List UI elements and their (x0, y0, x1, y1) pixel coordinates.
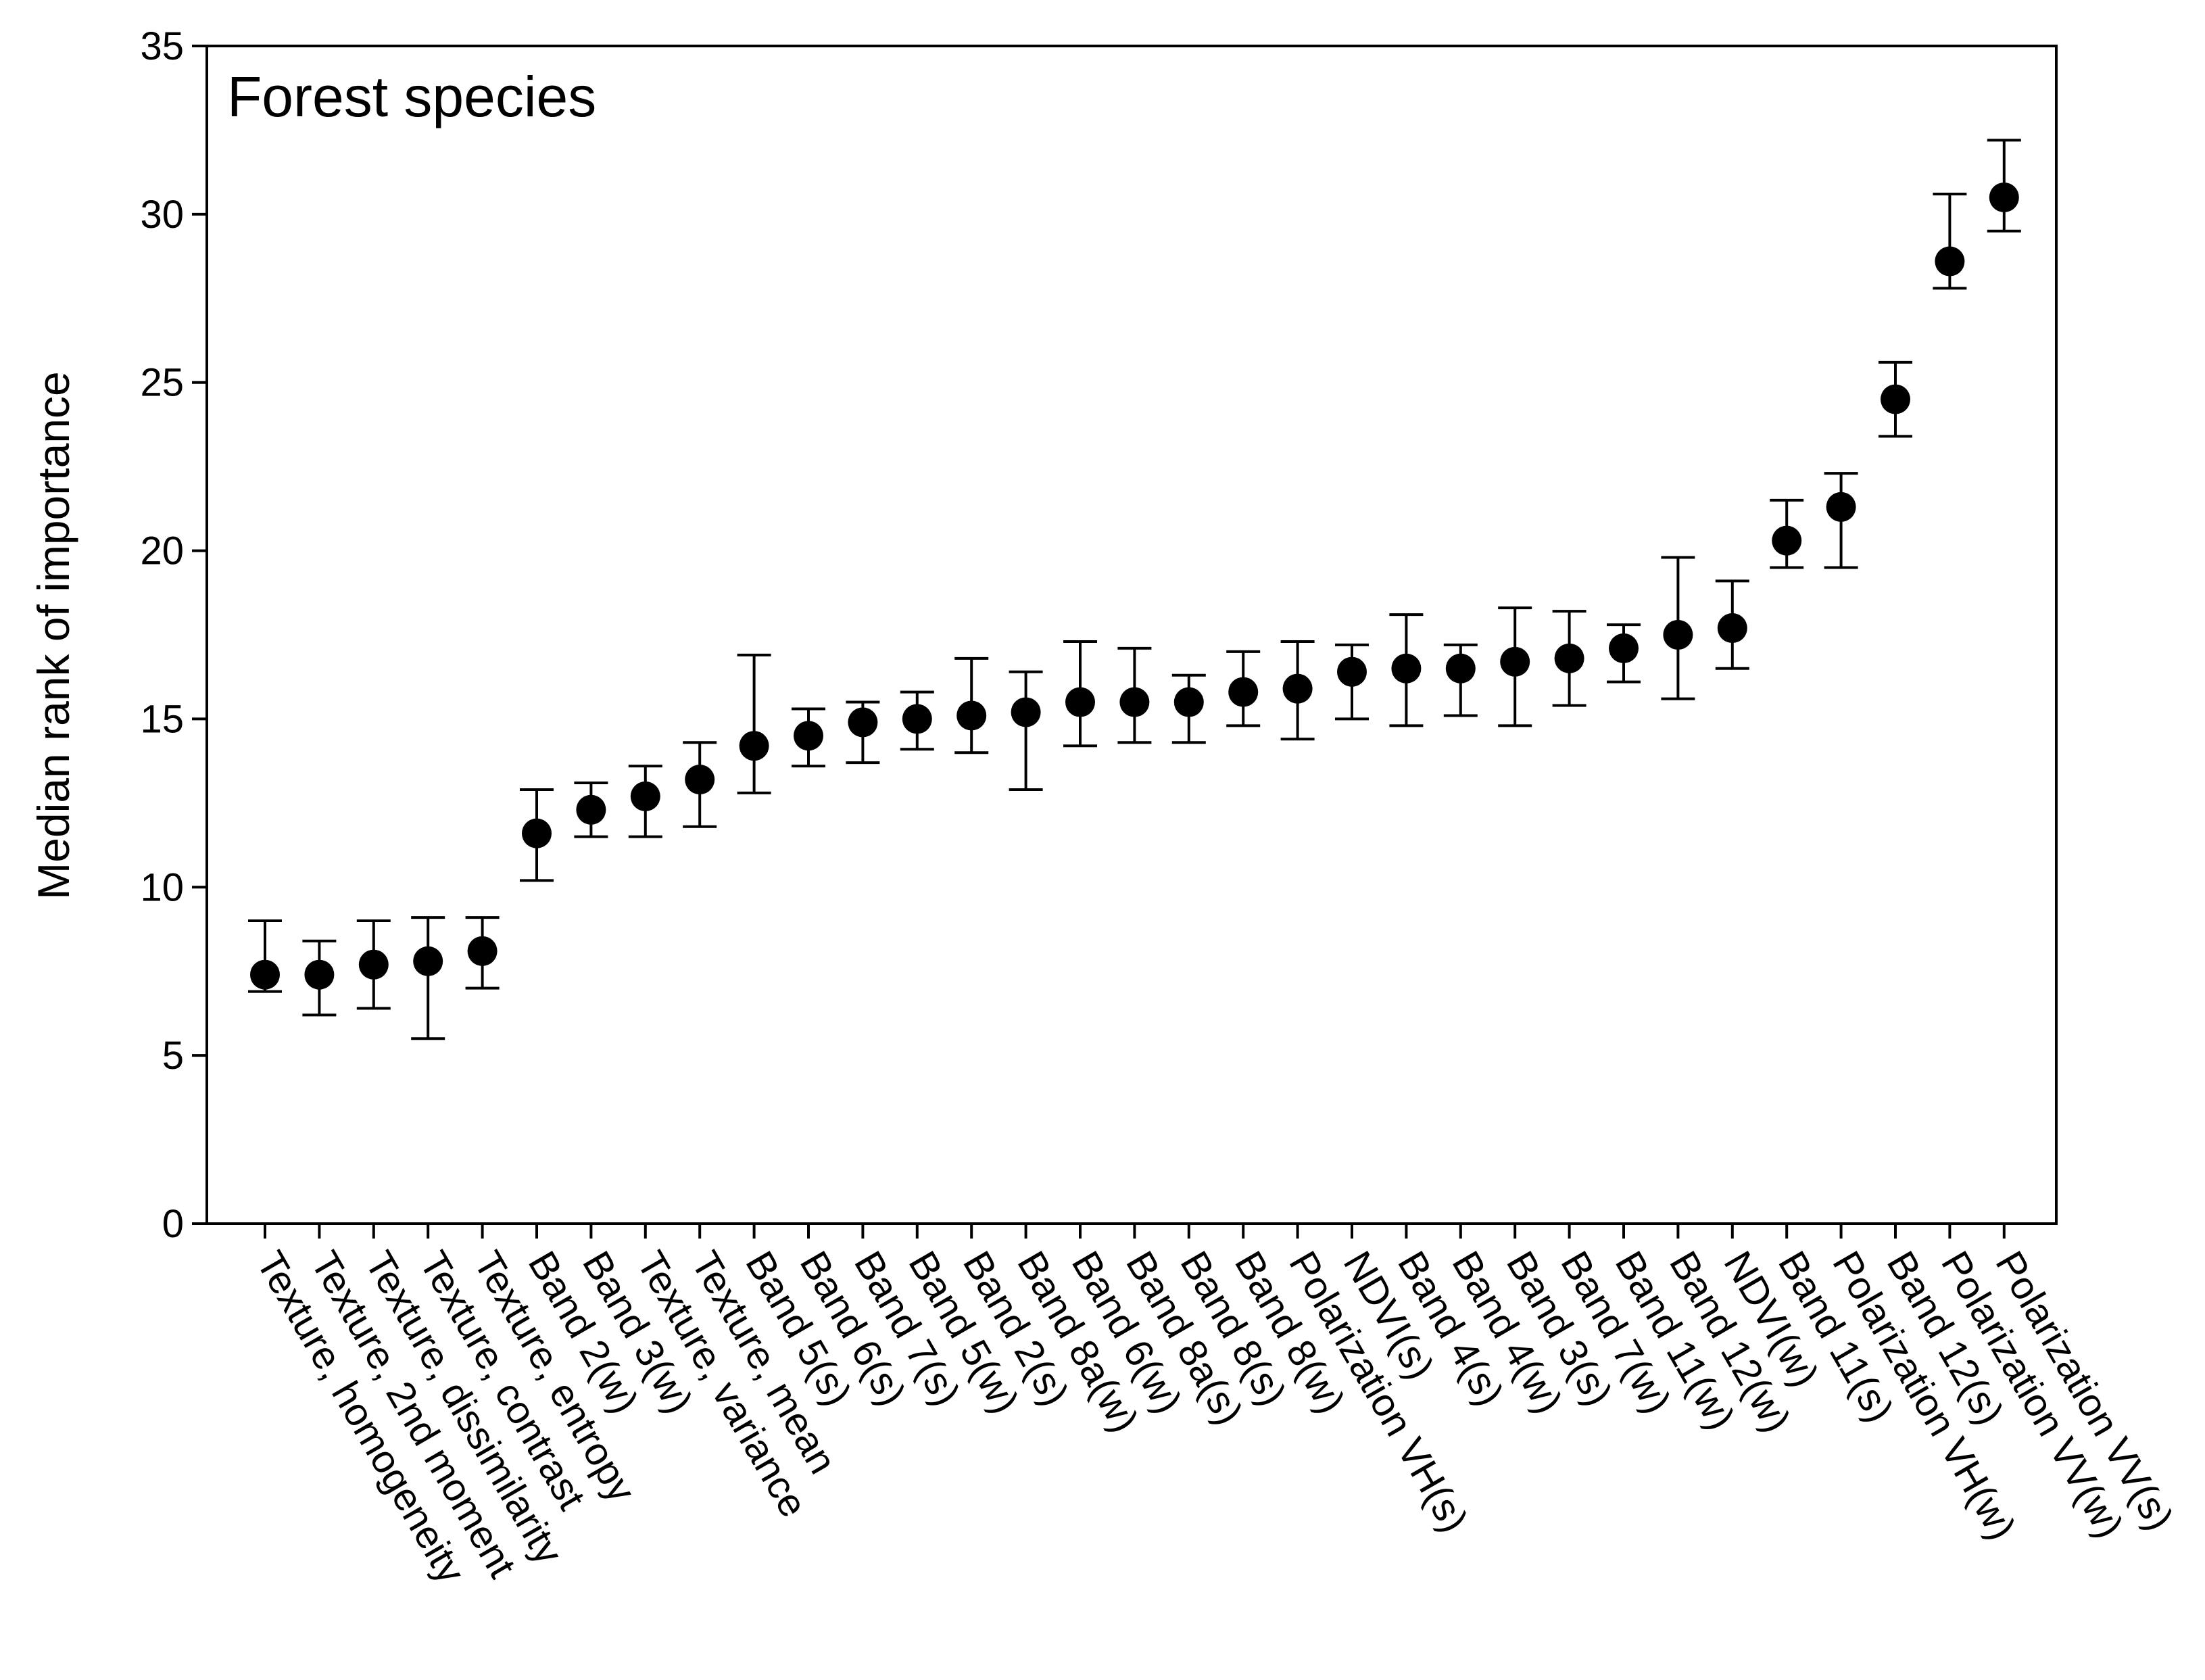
data-point (1282, 673, 1313, 704)
data-point (1500, 646, 1530, 677)
data-point (304, 959, 335, 990)
data-markers (250, 182, 2019, 990)
data-point (1119, 687, 1150, 717)
y-axis: 0 5 10 15 20 25 30 35 (140, 24, 207, 1246)
y-tick-label: 35 (140, 24, 184, 68)
data-point (1337, 656, 1367, 687)
y-axis-title: Median rank of importance (28, 371, 78, 899)
data-point (685, 765, 715, 795)
y-tick-label: 30 (140, 193, 184, 237)
data-point (1065, 687, 1095, 717)
plot-frame (205, 45, 2058, 1225)
data-point (848, 707, 878, 738)
x-axis (264, 1224, 2006, 1239)
y-tick-label: 20 (140, 529, 184, 573)
data-point (1663, 620, 1693, 650)
y-tick-label: 15 (140, 697, 184, 741)
data-point (467, 936, 498, 966)
data-point (1989, 182, 2019, 212)
y-tick-label: 10 (140, 865, 184, 909)
data-point (739, 731, 769, 761)
data-point (358, 949, 389, 980)
y-tick-label: 0 (162, 1202, 184, 1246)
data-point (956, 700, 987, 731)
data-point (1717, 613, 1747, 644)
y-tick-label: 5 (162, 1034, 184, 1078)
data-point (1445, 653, 1476, 683)
data-point (1609, 633, 1639, 663)
data-point (794, 721, 823, 751)
data-point (1228, 677, 1259, 707)
data-point (630, 781, 660, 811)
chart-title: Forest species (227, 65, 596, 128)
data-point (1391, 653, 1422, 683)
data-point (1826, 491, 1856, 522)
y-tick-label: 25 (140, 361, 184, 405)
data-point (1935, 246, 1965, 277)
data-point (250, 959, 280, 990)
data-point (1173, 687, 1204, 717)
data-point (1881, 384, 1910, 414)
data-point (1011, 697, 1041, 727)
data-point (413, 946, 443, 976)
data-point (1772, 525, 1802, 556)
data-point (522, 818, 552, 848)
data-point (1554, 643, 1584, 673)
data-point (576, 794, 606, 825)
data-point (902, 704, 932, 734)
